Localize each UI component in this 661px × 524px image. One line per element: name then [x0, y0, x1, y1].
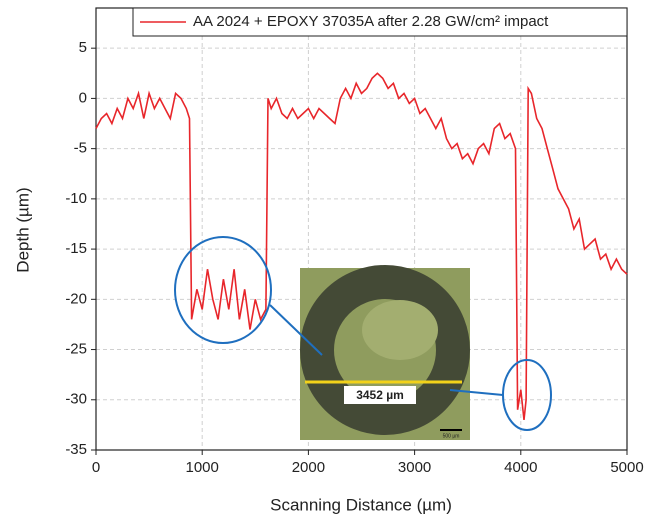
x-tick-label: 0 [92, 459, 100, 476]
data-line [95, 72, 628, 420]
x-tick-label: 1000 [186, 459, 219, 476]
x-tick-label: 3000 [398, 459, 431, 476]
scale-label: 500 µm [443, 433, 460, 439]
y-axis-title: Depth (µm) [13, 187, 32, 272]
x-tick-label: 2000 [292, 459, 325, 476]
callout-arrow [269, 304, 323, 356]
y-tick-label: -35 [65, 441, 87, 458]
diameter-label: 3452 µm [356, 388, 404, 402]
y-tick-label: -5 [74, 140, 87, 157]
x-tick-label: 4000 [504, 459, 537, 476]
x-tick-label: 5000 [610, 459, 643, 476]
crater-center [362, 300, 438, 360]
y-tick-label: -20 [65, 290, 87, 307]
x-axis-title: Scanning Distance (µm) [270, 495, 452, 514]
callouts [174, 236, 552, 431]
micrograph-inset: 3452 µm 500 µm [300, 265, 470, 440]
zoom-circle [174, 236, 272, 344]
legend-label: AA 2024 + EPOXY 37035A after 2.28 GW/cm²… [193, 13, 549, 30]
y-tick-label: 5 [79, 39, 87, 56]
y-tick-label: 0 [79, 89, 87, 106]
y-tick-label: -30 [65, 391, 87, 408]
diameter-label-box [344, 386, 416, 404]
y-tick-label: -15 [65, 240, 87, 257]
legend-box [132, 7, 628, 37]
y-tick-label: -25 [65, 341, 87, 358]
y-tick-label: -10 [65, 190, 87, 207]
callout-arrow [449, 389, 504, 396]
